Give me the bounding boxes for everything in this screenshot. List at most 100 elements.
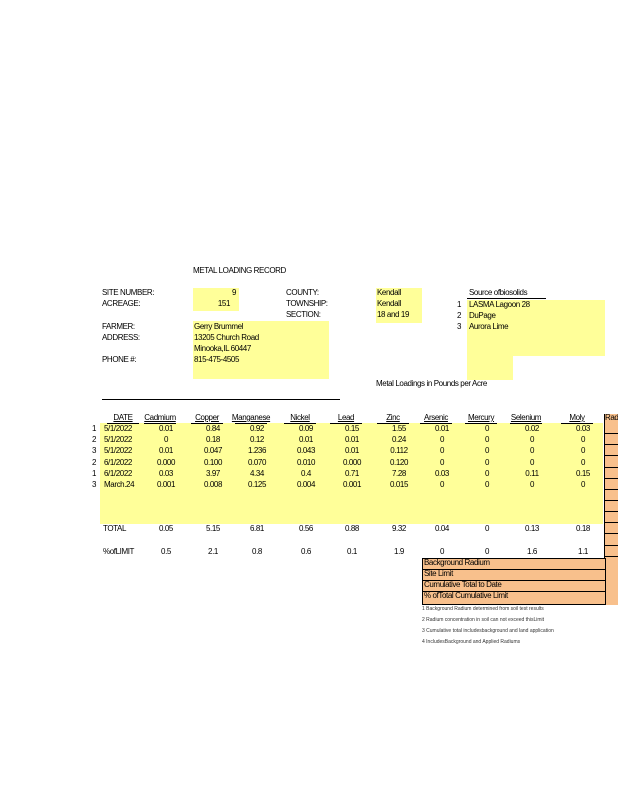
value-cell[interactable]: 7.28 [392,469,406,478]
rad-cell-border [605,433,618,434]
value-cell[interactable]: 0 [580,435,586,444]
value-cell[interactable]: 0 [484,480,490,489]
column-header: Zinc [386,413,400,422]
value-cell[interactable]: 0.71 [345,469,359,478]
header-underline [107,423,139,424]
value-cell[interactable]: 0.000 [156,458,176,467]
value-cell[interactable]: 0.24 [392,435,406,444]
rad-cell-border [605,489,618,490]
value-cell[interactable]: 0.03 [159,469,173,478]
source-item[interactable]: Aurora Lime [469,322,509,331]
value-cell[interactable]: 0.100 [203,458,223,467]
radium-box [422,558,606,605]
value-cell[interactable]: 0.01 [345,446,359,455]
value-cell[interactable]: 0.001 [342,480,362,489]
township-value[interactable]: Kendall [377,299,401,308]
header-underline [420,423,452,424]
total-cell: 0.88 [345,524,359,533]
rad-cell-border [605,455,618,456]
county-fill [376,288,422,323]
value-cell[interactable]: 0.01 [435,424,449,433]
value-cell[interactable]: 0 [439,458,445,467]
value-cell[interactable]: 0.84 [206,424,220,433]
value-cell[interactable]: 0.92 [250,424,264,433]
value-cell[interactable]: 0.015 [389,480,409,489]
limit-cell: 1.6 [527,547,537,556]
total-cell: 0 [484,524,490,533]
value-cell[interactable]: 0.008 [203,480,223,489]
value-cell[interactable]: 0.01 [159,424,173,433]
value-cell[interactable]: 0 [580,446,586,455]
value-cell[interactable]: 0.02 [525,424,539,433]
column-header: Selenium [510,413,542,422]
date-cell[interactable]: 6/1/2022 [104,469,132,478]
value-cell[interactable]: 0.001 [156,480,176,489]
value-cell[interactable]: 0.047 [203,446,223,455]
source-item[interactable]: LASMA Lagoon 28 [469,300,530,309]
farmer-value[interactable]: Gerry Brummel [194,322,244,331]
value-cell[interactable]: 0.01 [159,446,173,455]
date-cell[interactable]: March.24 [104,480,135,489]
header-underline [377,423,409,424]
radium-row-label: Cumulative Total to Date [424,580,502,589]
phone-value[interactable]: 815-475-4505 [194,355,240,364]
rad-cell-border [605,500,618,501]
limit-cell: 0 [484,547,490,556]
value-cell[interactable]: 0.15 [345,424,359,433]
value-cell[interactable]: 0.010 [296,458,316,467]
radium-row-label: Background Radium [424,558,490,567]
value-cell[interactable]: 0.01 [299,435,313,444]
value-cell[interactable]: 0.03 [576,424,590,433]
acreage-value[interactable]: 151 [217,299,231,308]
value-cell[interactable]: 0.03 [435,469,449,478]
value-cell[interactable]: 0.000 [342,458,362,467]
value-cell[interactable]: 0.070 [247,458,267,467]
value-cell[interactable]: 0 [163,435,169,444]
date-cell[interactable]: 5/1/2022 [104,435,132,444]
value-cell[interactable]: 0 [529,446,535,455]
phone-label: PHONE #: [102,355,137,364]
value-cell[interactable]: 0 [580,480,586,489]
value-cell[interactable]: 3.97 [206,469,220,478]
date-cell[interactable]: 5/1/2022 [104,446,132,455]
value-cell[interactable]: 0.01 [345,435,359,444]
value-cell[interactable]: 0.043 [296,446,316,455]
address-line2[interactable]: Minooka,IL 60447 [194,344,251,353]
county-value[interactable]: Kendall [377,288,401,297]
value-cell[interactable]: 0 [439,435,445,444]
value-cell[interactable]: 4.34 [250,469,264,478]
value-cell[interactable]: 0.004 [296,480,316,489]
section-value[interactable]: 18 and 19 [377,310,409,319]
value-cell[interactable]: 0 [580,458,586,467]
value-cell[interactable]: 0.112 [390,446,408,455]
value-cell[interactable]: 0 [529,480,535,489]
value-cell[interactable]: 0 [484,458,490,467]
value-cell[interactable]: 0.12 [250,435,264,444]
value-cell[interactable]: 0.18 [206,435,220,444]
value-cell[interactable]: 0.11 [525,469,539,478]
value-cell[interactable]: 0 [484,446,490,455]
footnote: 2 Radium concentration in soil can not e… [422,617,545,623]
value-cell[interactable]: 0 [439,480,445,489]
address-line1[interactable]: 13205 Church Road [194,333,259,342]
value-cell[interactable]: 0 [484,469,490,478]
value-cell[interactable]: 0 [439,446,445,455]
value-cell[interactable]: 0.125 [247,480,267,489]
total-cell: 0.13 [525,524,539,533]
value-cell[interactable]: 0 [484,424,490,433]
value-cell[interactable]: 0 [529,458,535,467]
site-number-value[interactable]: 9 [231,288,236,297]
source-item[interactable]: DuPage [469,311,496,320]
sources-underline [467,298,546,299]
value-cell[interactable]: 0.4 [301,469,311,478]
value-cell[interactable]: 0 [484,435,490,444]
value-cell[interactable]: 0.09 [299,424,313,433]
value-cell[interactable]: 0 [529,435,535,444]
source-num: 1 [92,424,97,433]
date-cell[interactable]: 6/1/2022 [104,458,132,467]
value-cell[interactable]: 0.15 [576,469,590,478]
value-cell[interactable]: 1.236 [247,446,267,455]
value-cell[interactable]: 0.120 [389,458,409,467]
date-cell[interactable]: 5/1/2022 [104,424,132,433]
value-cell[interactable]: 1.55 [392,424,406,433]
